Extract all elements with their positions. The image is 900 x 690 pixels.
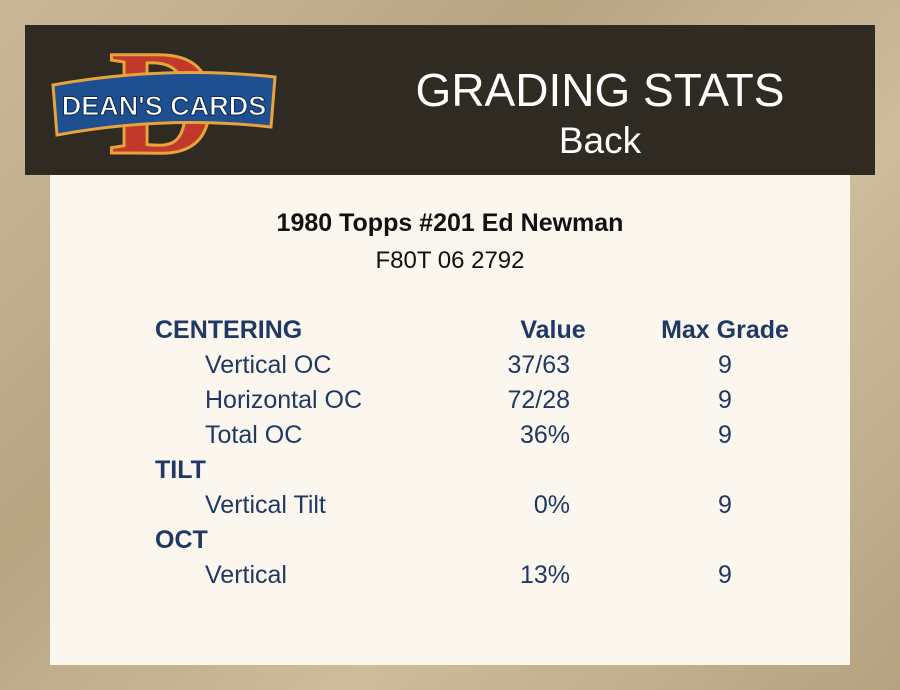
row-label: Vertical OC [205, 351, 332, 379]
row-max: 9 [718, 386, 732, 414]
logo: D DEAN'S CARDS [51, 35, 277, 165]
row-value: 0% [533, 491, 570, 519]
row-value: 13% [519, 561, 570, 589]
title: GRADING STATS [415, 64, 785, 116]
section-name: OCT [155, 526, 208, 554]
row-max: 9 [718, 351, 732, 379]
panel: 1980 Topps #201 Ed Newman F80T 06 2792 V… [50, 175, 850, 665]
row-value: 36% [519, 421, 570, 449]
card-serial: F80T 06 2792 [375, 247, 525, 274]
row-max: 9 [718, 491, 732, 519]
section-name: CENTERING [155, 316, 303, 344]
row-max: 9 [718, 421, 732, 449]
logo-ribbon [51, 71, 277, 137]
header: D DEAN'S CARDS GRADING STATS Back [25, 25, 875, 175]
logo-text: DEAN'S CARDS [62, 91, 266, 121]
subtitle: Back [558, 120, 642, 161]
section-name: TILT [155, 456, 206, 484]
row-value: 37/63 [507, 351, 570, 379]
column-header: Max Grade [661, 316, 789, 344]
row-label: Horizontal OC [205, 386, 362, 414]
row-label: Total OC [205, 421, 303, 449]
row-max: 9 [718, 561, 732, 589]
card-name: 1980 Topps #201 Ed Newman [276, 209, 624, 237]
row-label: Vertical [205, 561, 287, 589]
row-value: 72/28 [507, 386, 570, 414]
row-label: Vertical Tilt [205, 491, 326, 519]
column-header: Value [520, 316, 586, 344]
